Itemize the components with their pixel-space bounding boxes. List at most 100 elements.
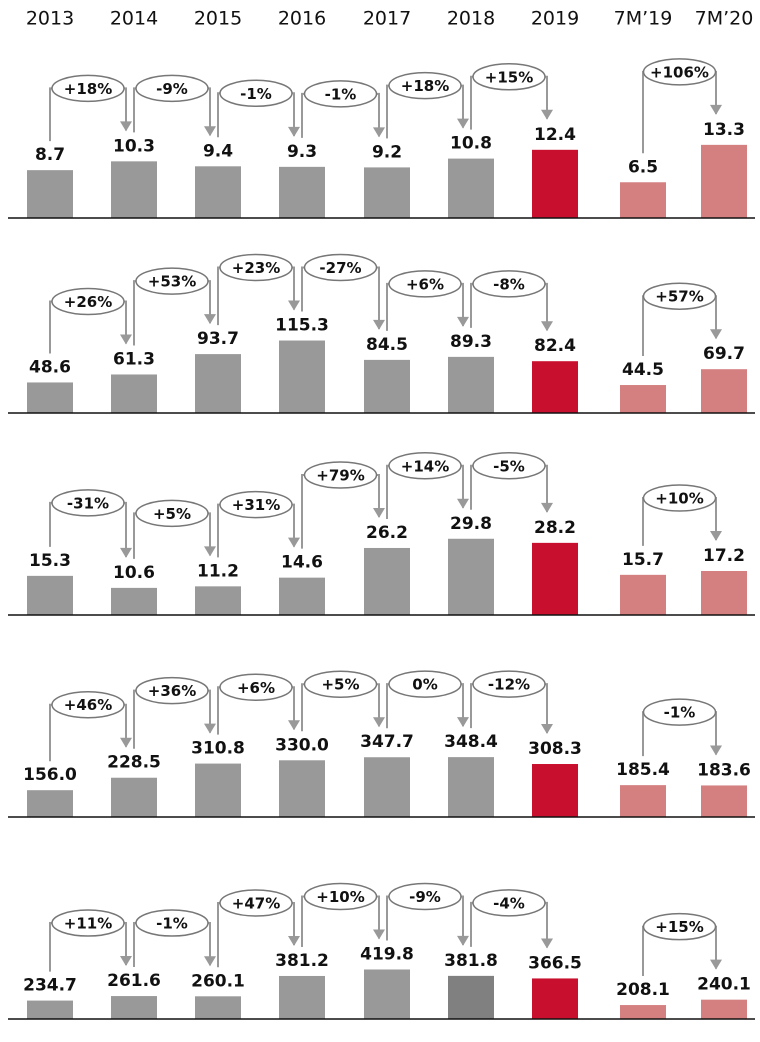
- bar: [279, 577, 325, 615]
- change-arrowhead: [120, 956, 132, 967]
- change-label: +18%: [64, 80, 112, 98]
- change-bubble: [388, 270, 462, 298]
- value-label: 15.3: [29, 551, 71, 571]
- value-label: 10.6: [113, 563, 155, 583]
- change-bubble: [642, 698, 717, 726]
- change-label: -9%: [156, 80, 188, 98]
- change-arrowhead: [541, 938, 553, 949]
- value-label: 48.6: [29, 357, 71, 377]
- change-bubble: [303, 253, 378, 282]
- change-arrowhead: [710, 959, 722, 970]
- change-arrowhead: [288, 935, 300, 946]
- change-arrowhead: [120, 334, 132, 345]
- change-arrowhead: [120, 121, 132, 132]
- change-bubble: [135, 499, 209, 528]
- change-arrowhead: [204, 723, 216, 734]
- change-bubble: [219, 253, 293, 282]
- value-label: 261.6: [107, 971, 161, 991]
- bar: [111, 996, 157, 1019]
- change-label: +10%: [655, 490, 703, 508]
- change-label: +11%: [64, 915, 112, 933]
- change-label: -4%: [493, 894, 525, 912]
- change-arrowhead: [710, 531, 722, 541]
- change-arrowhead: [373, 319, 385, 330]
- change-label: +15%: [485, 68, 533, 86]
- bar: [620, 574, 666, 615]
- change-label: +18%: [401, 77, 449, 95]
- change-label: +53%: [148, 273, 196, 291]
- bar: [279, 975, 325, 1019]
- change-label: +23%: [232, 259, 280, 277]
- change-arrowhead: [541, 502, 553, 513]
- bar: [620, 1005, 666, 1019]
- bar: [532, 764, 578, 817]
- bar: [195, 763, 241, 817]
- change-bubble: [472, 63, 546, 91]
- change-arrowhead: [288, 537, 300, 548]
- category-label: 2014: [110, 8, 158, 30]
- value-label: 8.7: [35, 145, 65, 165]
- value-label: 28.2: [534, 518, 576, 538]
- bar: [620, 182, 666, 218]
- change-label: +26%: [64, 293, 112, 311]
- bar: [279, 166, 325, 218]
- change-arrowhead: [204, 314, 216, 325]
- change-bubble: [388, 670, 462, 698]
- change-arrowhead: [457, 118, 469, 129]
- category-label: 7M’19: [614, 8, 673, 30]
- bar: [701, 144, 747, 218]
- change-bubble: [51, 489, 125, 517]
- change-bubble: [51, 690, 125, 719]
- value-label: 82.4: [534, 336, 576, 356]
- change-arrowhead: [288, 720, 300, 731]
- change-bubble: [51, 287, 125, 316]
- change-label: +46%: [64, 696, 112, 714]
- bar: [27, 170, 73, 218]
- change-bubble: [135, 267, 209, 295]
- bar: [532, 978, 578, 1019]
- value-label: 310.8: [191, 739, 245, 759]
- bar: [364, 167, 410, 218]
- bar: [195, 996, 241, 1019]
- change-bubble: [135, 74, 209, 103]
- value-label: 234.7: [23, 976, 77, 996]
- value-label: 93.7: [197, 329, 239, 349]
- change-arrowhead: [204, 126, 216, 137]
- change-arrowhead: [373, 929, 385, 940]
- value-label: 228.5: [107, 753, 161, 773]
- change-bubble: [303, 80, 378, 108]
- value-label: 183.6: [697, 760, 751, 780]
- category-label: 2017: [363, 8, 411, 30]
- change-bubble: [642, 484, 717, 512]
- change-arrowhead: [373, 127, 385, 138]
- value-label: 14.6: [281, 553, 323, 573]
- value-label: 9.2: [372, 142, 402, 162]
- change-arrowhead: [288, 126, 300, 137]
- bar: [448, 158, 494, 218]
- change-bubble: [388, 71, 462, 100]
- value-label: 240.1: [697, 975, 751, 995]
- change-arrowhead: [373, 507, 385, 518]
- change-arrowhead: [457, 316, 469, 327]
- value-label: 156.0: [23, 765, 77, 785]
- value-label: 9.4: [203, 141, 233, 161]
- change-arrowhead: [541, 724, 553, 735]
- bar: [701, 785, 747, 817]
- value-label: 10.3: [113, 136, 155, 156]
- value-label: 260.1: [191, 971, 245, 991]
- value-label: 381.8: [444, 951, 498, 971]
- change-label: +5%: [321, 676, 359, 694]
- change-bubble: [219, 490, 293, 519]
- change-label: +47%: [232, 894, 280, 912]
- change-label: +6%: [406, 275, 444, 293]
- bar: [195, 166, 241, 218]
- change-label: -5%: [493, 457, 525, 475]
- bar: [701, 369, 747, 413]
- bar: [27, 575, 73, 615]
- change-label: -9%: [409, 888, 441, 906]
- bar: [111, 161, 157, 218]
- value-label: 347.7: [360, 732, 414, 752]
- bar: [532, 542, 578, 615]
- change-label: +5%: [153, 505, 191, 523]
- value-label: 12.4: [534, 125, 576, 145]
